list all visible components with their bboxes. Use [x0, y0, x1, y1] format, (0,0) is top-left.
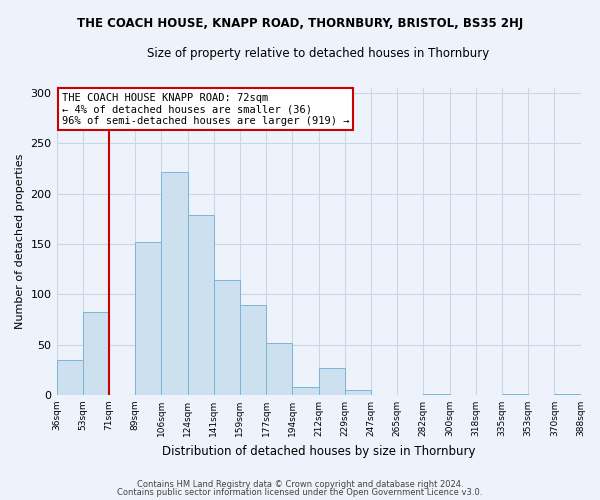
Bar: [345, 390, 371, 395]
Text: Contains public sector information licensed under the Open Government Licence v3: Contains public sector information licen…: [118, 488, 482, 497]
Bar: [161, 172, 188, 395]
Bar: [319, 368, 345, 395]
Bar: [554, 394, 580, 395]
Title: Size of property relative to detached houses in Thornbury: Size of property relative to detached ho…: [148, 48, 490, 60]
Bar: [266, 342, 292, 395]
Text: THE COACH HOUSE, KNAPP ROAD, THORNBURY, BRISTOL, BS35 2HJ: THE COACH HOUSE, KNAPP ROAD, THORNBURY, …: [77, 18, 523, 30]
Bar: [214, 280, 240, 395]
Bar: [83, 312, 109, 395]
Bar: [188, 215, 214, 395]
Bar: [424, 394, 449, 395]
Bar: [56, 360, 83, 395]
X-axis label: Distribution of detached houses by size in Thornbury: Distribution of detached houses by size …: [162, 444, 475, 458]
Text: THE COACH HOUSE KNAPP ROAD: 72sqm
← 4% of detached houses are smaller (36)
96% o: THE COACH HOUSE KNAPP ROAD: 72sqm ← 4% o…: [62, 92, 349, 126]
Text: Contains HM Land Registry data © Crown copyright and database right 2024.: Contains HM Land Registry data © Crown c…: [137, 480, 463, 489]
Bar: [292, 387, 319, 395]
Bar: [135, 242, 161, 395]
Bar: [240, 306, 266, 395]
Y-axis label: Number of detached properties: Number of detached properties: [15, 154, 25, 329]
Bar: [502, 394, 528, 395]
